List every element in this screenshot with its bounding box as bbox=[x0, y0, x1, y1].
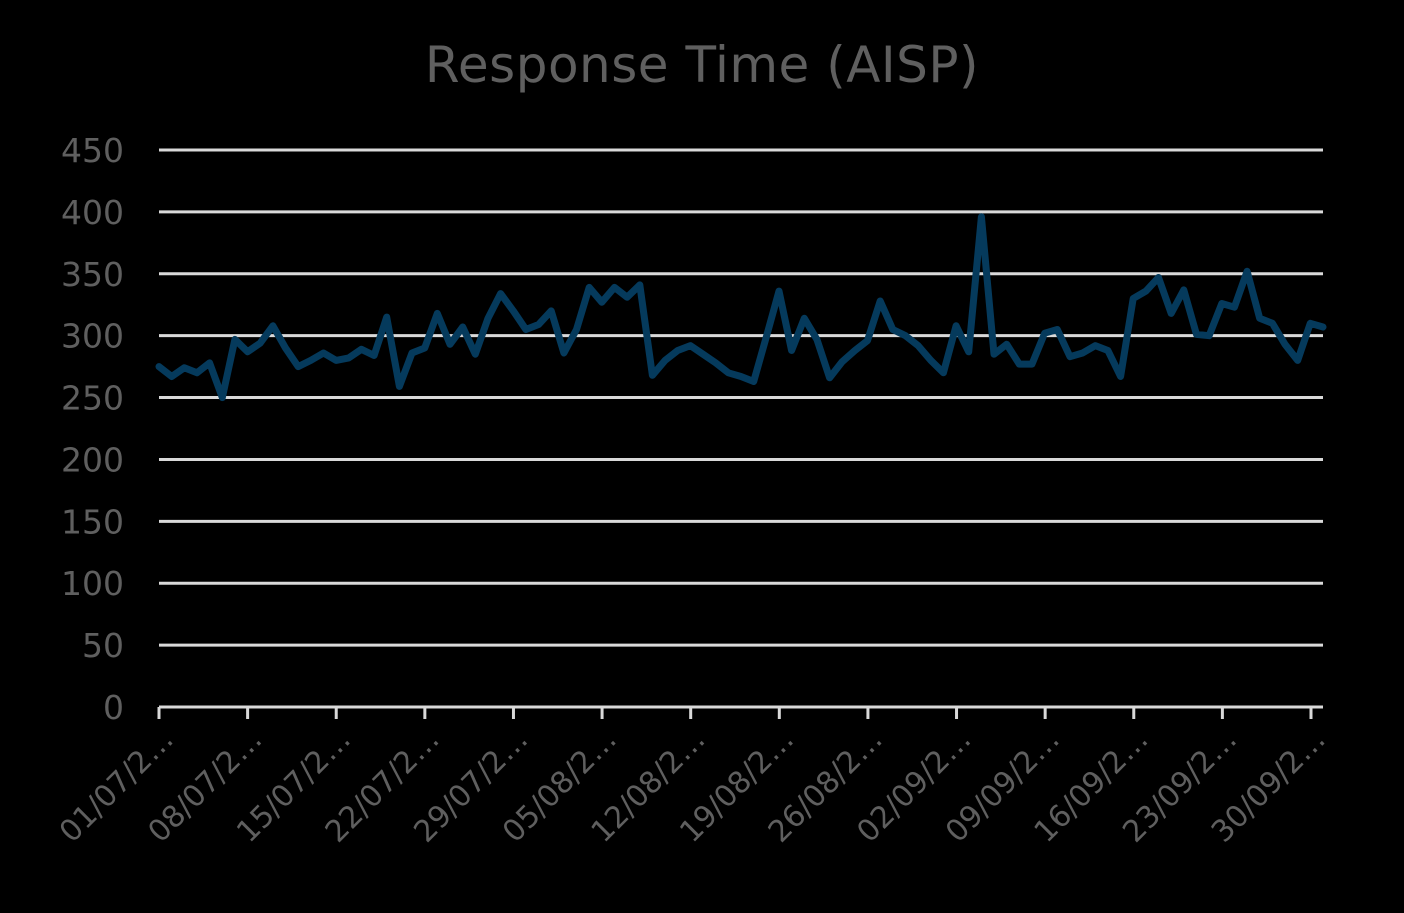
response-time-line bbox=[155, 213, 1327, 402]
gridlines bbox=[159, 148, 1323, 647]
y-tick-label: 50 bbox=[82, 626, 124, 665]
y-tick-label: 100 bbox=[61, 564, 124, 603]
chart-title: Response Time (AISP) bbox=[424, 36, 980, 94]
y-axis-labels: 0 50 100 150 200 250 300 350 400 450 bbox=[61, 131, 124, 727]
y-tick-label: 150 bbox=[61, 502, 124, 541]
y-tick-label: 450 bbox=[61, 131, 124, 170]
y-tick-label: 350 bbox=[61, 255, 124, 294]
y-tick-label: 250 bbox=[61, 379, 124, 418]
y-tick-label: 400 bbox=[61, 193, 124, 232]
y-tick-label: 0 bbox=[103, 688, 124, 727]
y-tick-label: 300 bbox=[61, 317, 124, 356]
x-axis: 01/07/2…08/07/2…15/07/2…22/07/2…29/07/2…… bbox=[53, 705, 1333, 850]
y-tick-label: 200 bbox=[61, 440, 124, 479]
